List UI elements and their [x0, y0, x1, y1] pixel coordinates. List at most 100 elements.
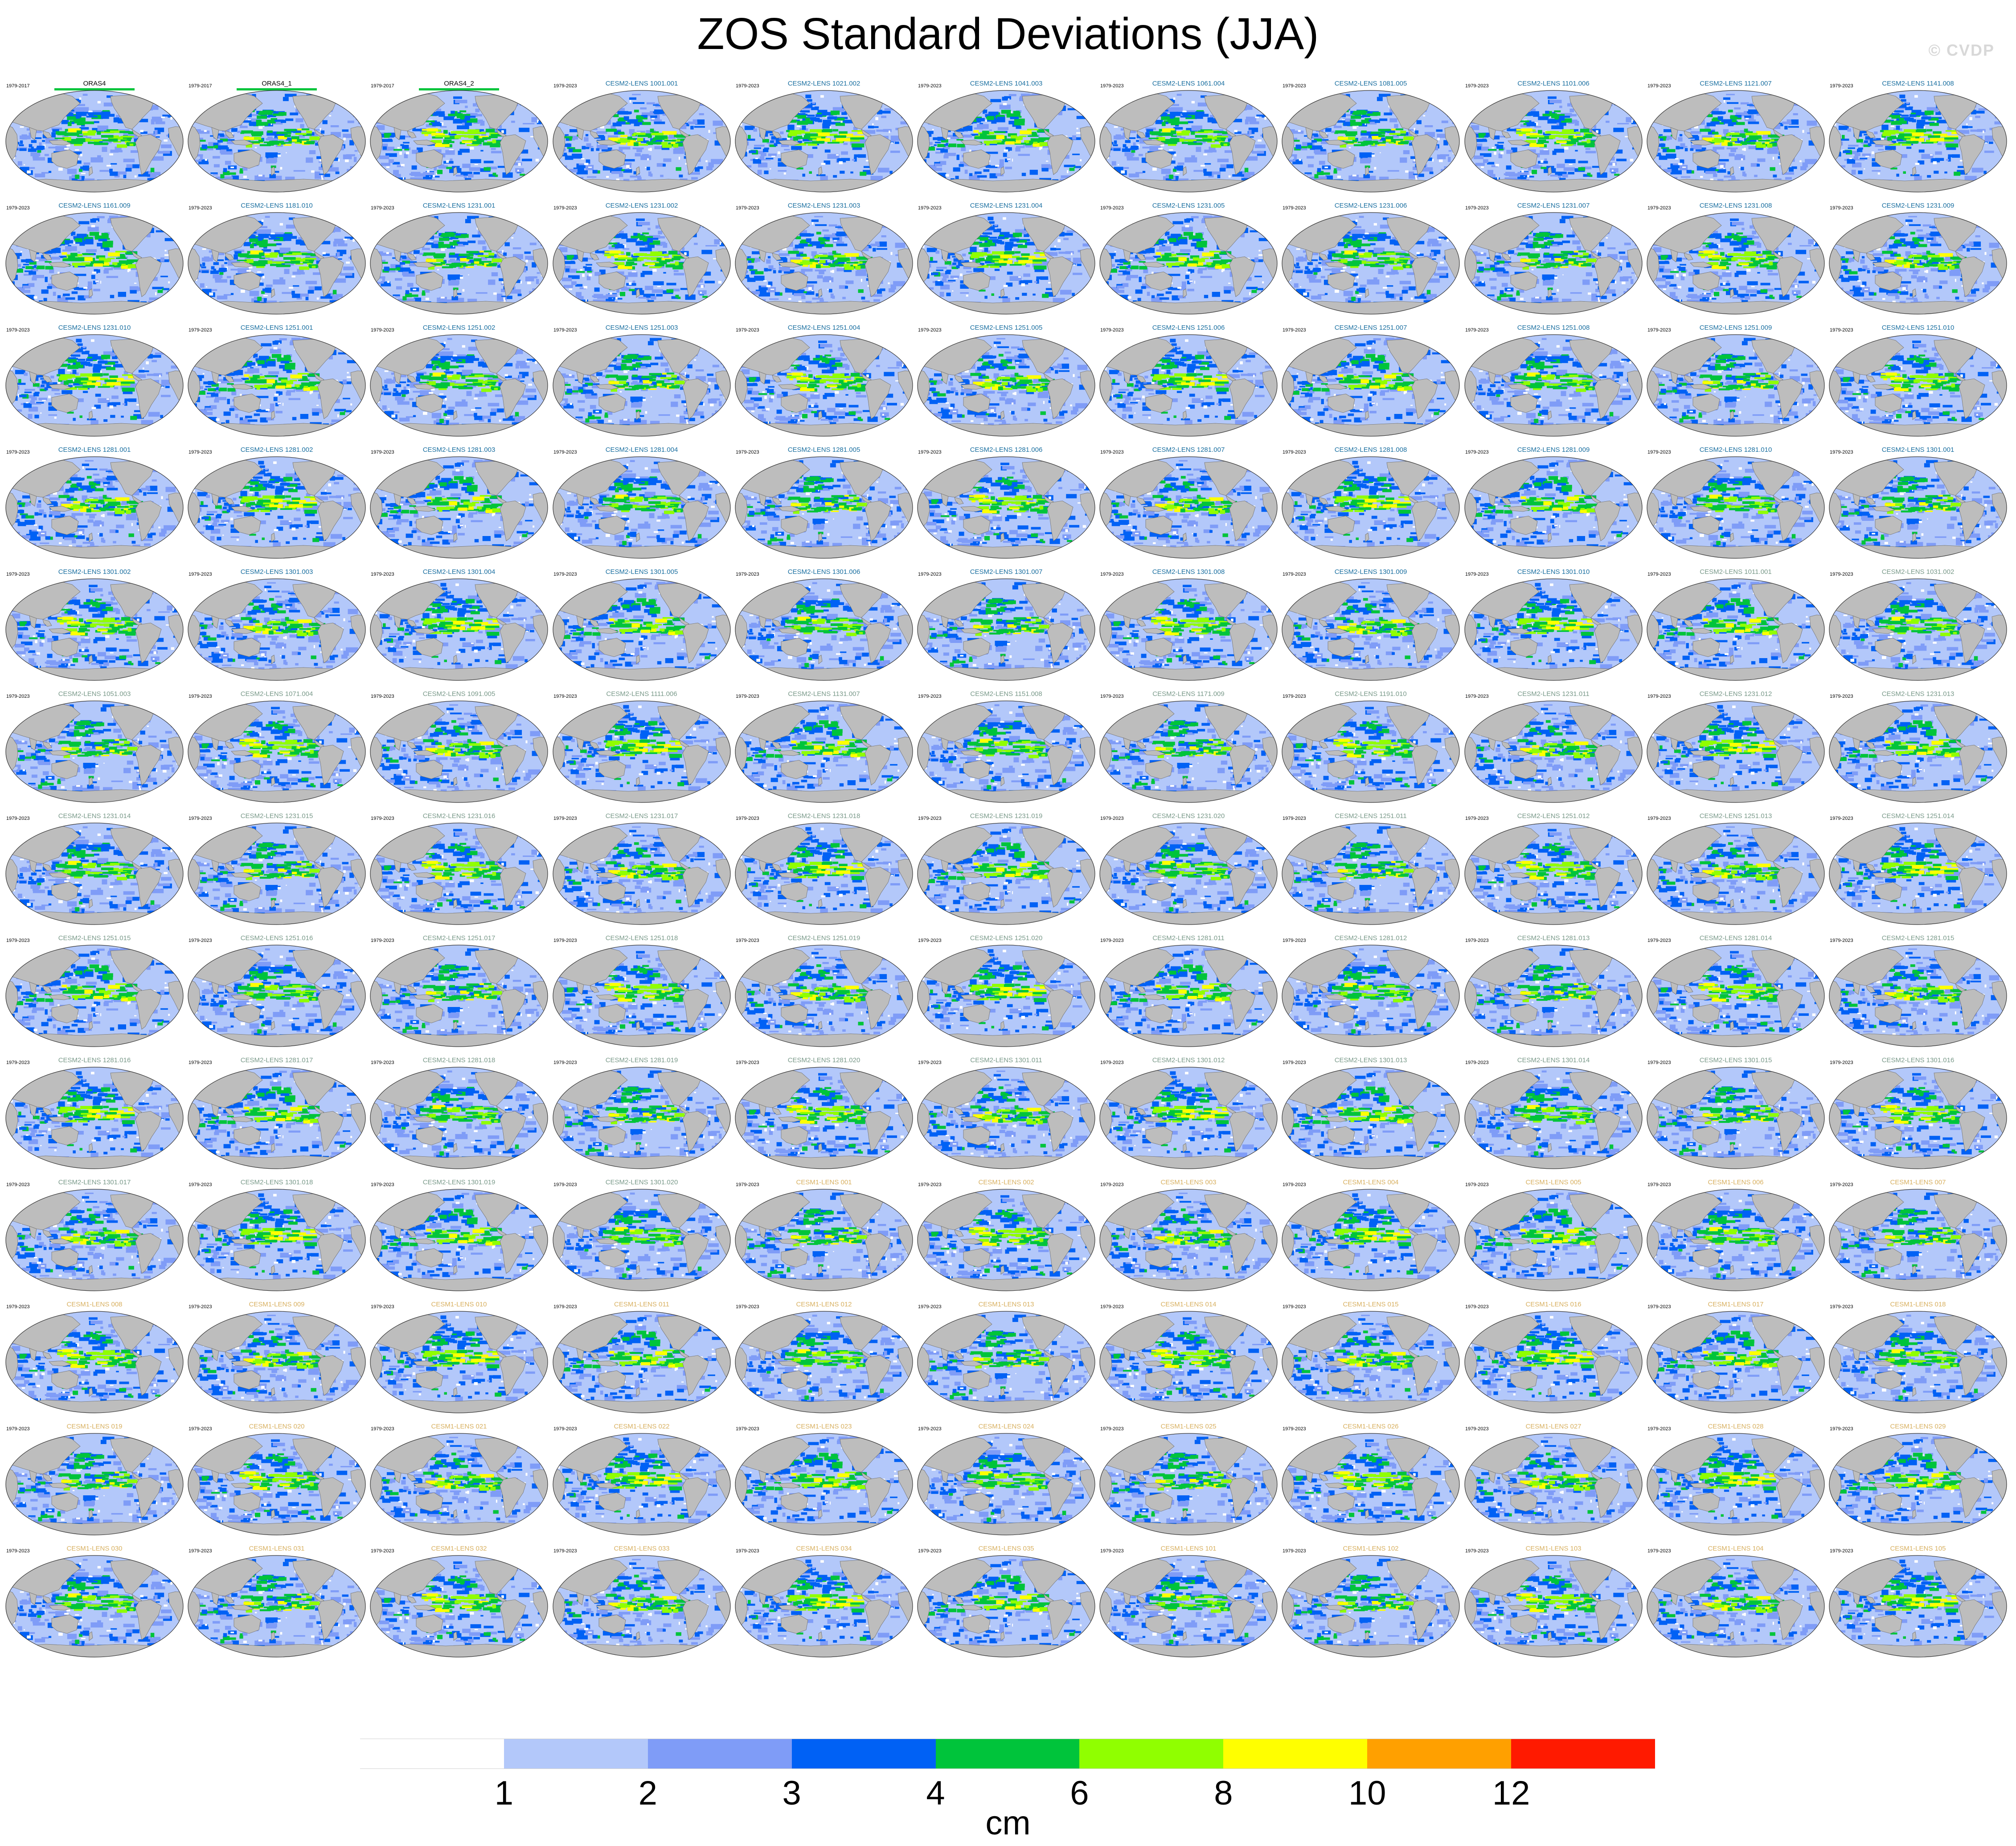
panel-period-label: 1979-2023: [736, 1426, 759, 1432]
map-panel: 1979-2023 CESM1-LENS 011: [553, 1301, 731, 1413]
panel-model-name: CESM2-LENS 1301.009: [1335, 568, 1407, 576]
map-panel: 1979-2023 CESM2-LENS 1281.006: [917, 446, 1095, 559]
panel-model-name: CESM2-LENS 1131.007: [788, 690, 860, 698]
panel-model-name: CESM2-LENS 1281.017: [241, 1056, 313, 1064]
panel-model-name: CESM1-LENS 003: [1161, 1179, 1217, 1186]
map-panel: 1979-2023 CESM2-LENS 1281.010: [1647, 446, 1825, 559]
panel-period-label: 1979-2023: [6, 816, 30, 821]
panel-model-name: CESM2-LENS 1231.007: [1517, 202, 1590, 209]
panel-map: [553, 212, 738, 315]
panel-map: [553, 456, 738, 560]
panel-map: [1282, 1189, 1464, 1291]
panel-map: [1829, 334, 2015, 437]
colorbar-swatch: [1223, 1739, 1368, 1769]
panel-period-label: 1979-2023: [1465, 1548, 1489, 1554]
panel-period-label: 1979-2023: [371, 1182, 394, 1187]
panel-map: [1282, 456, 1464, 559]
panel-map: [1282, 1067, 1467, 1170]
panel-model-name: CESM1-LENS 035: [978, 1545, 1034, 1552]
panel-model-name: CESM2-LENS 1251.001: [241, 324, 313, 332]
panel-model-name: CESM1-LENS 104: [1708, 1545, 1763, 1552]
map-panel: 1979-2023 CESM1-LENS 023: [735, 1423, 913, 1535]
map-panel: 1979-2023 CESM2-LENS 1081.005: [1282, 80, 1463, 192]
panel-model-name: CESM1-LENS 026: [1343, 1423, 1399, 1430]
panel-model-name: CESM2-LENS 1231.017: [605, 812, 678, 820]
map-panel: 1979-2023 CESM1-LENS 104: [1647, 1545, 1825, 1658]
map-panel: 1979-2023 CESM2-LENS 1301.006: [735, 568, 913, 681]
map-panel: 1979-2023 CESM2-LENS 1281.002: [188, 446, 366, 559]
panel-map: [1647, 1555, 1835, 1658]
panel-map: [1647, 578, 1832, 682]
panel-map: [5, 1311, 191, 1413]
panel-model-name: CESM2-LENS 1231.018: [788, 812, 860, 820]
panel-model-name: CESM2-LENS 1251.009: [1700, 324, 1772, 332]
panel-period-label: 1979-2023: [918, 327, 942, 333]
panel-period-label: 1979-2023: [1465, 572, 1489, 577]
panel-model-name: CESM2-LENS 1021.002: [788, 80, 860, 87]
panel-grid: 1979-2017 ORAS4 1979-2017 ORAS4_1 1979-2017 O…: [0, 80, 2016, 1702]
panel-model-name: CESM2-LENS 1061.004: [1152, 80, 1225, 87]
panel-model-name: CESM2-LENS 1161.009: [58, 202, 130, 209]
map-panel: 1979-2023 CESM2-LENS 1251.002: [370, 324, 548, 437]
panel-period-label: 1979-2023: [371, 1426, 394, 1432]
panel-model-name: CESM2-LENS 1251.019: [788, 934, 860, 942]
panel-model-name: CESM2-LENS 1251.010: [1882, 324, 1955, 332]
panel-period-label: 1979-2017: [188, 83, 212, 89]
colorbar: [360, 1739, 1655, 1769]
panel-period-label: 1979-2023: [918, 1182, 942, 1187]
map-panel: 1979-2023 CESM1-LENS 013: [917, 1301, 1095, 1413]
map-panel: 1979-2023 CESM2-LENS 1281.008: [1282, 446, 1460, 559]
map-panel: 1979-2023 CESM1-LENS 028: [1647, 1423, 1825, 1535]
panel-model-name: ORAS4_1: [262, 80, 292, 87]
panel-period-label: 1979-2023: [1283, 1182, 1306, 1187]
panel-period-label: 1979-2023: [1283, 1426, 1306, 1432]
panel-map: [1282, 90, 1463, 192]
panel-period-label: 1979-2023: [553, 938, 577, 943]
panel-period-label: 1979-2023: [1283, 327, 1306, 333]
map-panel: 1979-2023 CESM2-LENS 1251.007: [1282, 324, 1460, 437]
panel-map: [1282, 823, 1463, 925]
panel-model-name: CESM1-LENS 021: [431, 1423, 487, 1430]
panel-period-label: 1979-2023: [1100, 205, 1124, 211]
map-panel: 1979-2023 CESM2-LENS 1231.017: [553, 812, 731, 925]
panel-map: [370, 1555, 556, 1658]
map-panel: 1979-2023 CESM2-LENS 1281.011: [1099, 934, 1278, 1047]
map-panel: 1979-2023 CESM2-LENS 1251.008: [1464, 324, 1643, 437]
map-panel: 1979-2023 CESM2-LENS 1251.009: [1647, 324, 1828, 437]
panel-period-label: 1979-2023: [1465, 938, 1489, 943]
panel-map: [1099, 945, 1285, 1048]
panel-map: [735, 700, 921, 804]
panel-map: [1647, 456, 1832, 560]
panel-model-name: CESM2-LENS 1231.013: [1882, 690, 1955, 698]
panel-period-label: 1979-2023: [553, 1426, 577, 1432]
panel-period-label: 1979-2023: [1465, 694, 1489, 699]
map-panel: 1979-2023 CESM2-LENS 1071.004: [188, 690, 366, 803]
panel-model-name: CESM2-LENS 1251.014: [1882, 812, 1955, 820]
panel-model-name: CESM1-LENS 018: [1890, 1301, 1946, 1308]
panel-period-label: 1979-2023: [1830, 327, 1853, 333]
panel-model-name: CESM2-LENS 1301.020: [605, 1179, 678, 1186]
panel-period-label: 1979-2023: [1647, 938, 1671, 943]
panel-model-name: CESM2-LENS 1301.012: [1152, 1056, 1225, 1064]
panel-map: [1647, 334, 1828, 437]
panel-map: [917, 1311, 1099, 1413]
map-panel: 1979-2023 CESM2-LENS 1301.010: [1464, 568, 1643, 681]
map-panel: 1979-2023 CESM2-LENS 1281.015: [1829, 934, 2007, 1047]
colorbar-tick-label: 6: [1070, 1774, 1089, 1812]
panel-map: [1464, 456, 1650, 560]
panel-model-name: CESM2-LENS 1281.002: [241, 446, 313, 454]
panel-model-name: CESM1-LENS 016: [1525, 1301, 1581, 1308]
map-panel: 1979-2023 CESM2-LENS 1281.001: [5, 446, 184, 559]
panel-map: [553, 90, 741, 193]
panel-map: [188, 578, 376, 682]
panel-map: [370, 700, 558, 804]
map-panel: 1979-2023 CESM2-LENS 1021.002: [735, 80, 913, 192]
panel-period-label: 1979-2023: [1100, 450, 1124, 455]
panel-model-name: CESM2-LENS 1251.008: [1517, 324, 1590, 332]
panel-period-label: 1979-2023: [553, 1548, 577, 1554]
panel-model-name: CESM2-LENS 1231.014: [58, 812, 131, 820]
panel-map: [370, 578, 553, 681]
panel-model-name: CESM2-LENS 1081.005: [1335, 80, 1407, 87]
panel-model-name: CESM1-LENS 015: [1343, 1301, 1399, 1308]
panel-period-label: 1979-2023: [1100, 694, 1124, 699]
